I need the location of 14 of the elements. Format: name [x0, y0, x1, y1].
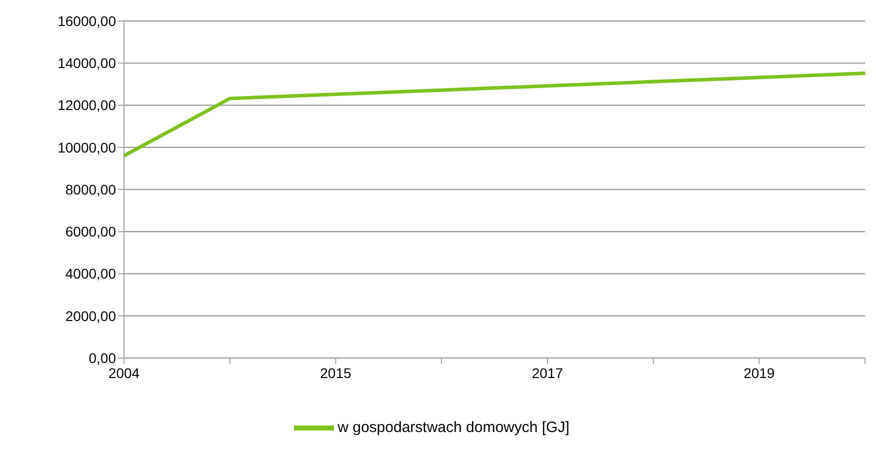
x-tick-label: 2004: [108, 364, 140, 381]
x-tick-label: 2015: [320, 364, 352, 381]
y-tick-label: 14000,00: [58, 55, 116, 72]
y-tick-label: 4000,00: [65, 266, 116, 282]
y-tick-label: 10000,00: [58, 139, 116, 156]
x-tick-label: 2017: [532, 364, 564, 381]
x-tick-label: 2019: [744, 364, 775, 381]
y-tick-label: 8000,00: [65, 181, 116, 198]
y-tick-label: 2000,00: [65, 308, 116, 324]
legend-label: w gospodarstwach domowych [GJ]: [338, 418, 570, 436]
y-tick-label: 12000,00: [58, 97, 116, 114]
y-tick-label: 0,00: [88, 350, 116, 366]
y-tick-label: 6000,00: [65, 224, 116, 240]
y-tick-label: 16000,00: [58, 12, 116, 29]
